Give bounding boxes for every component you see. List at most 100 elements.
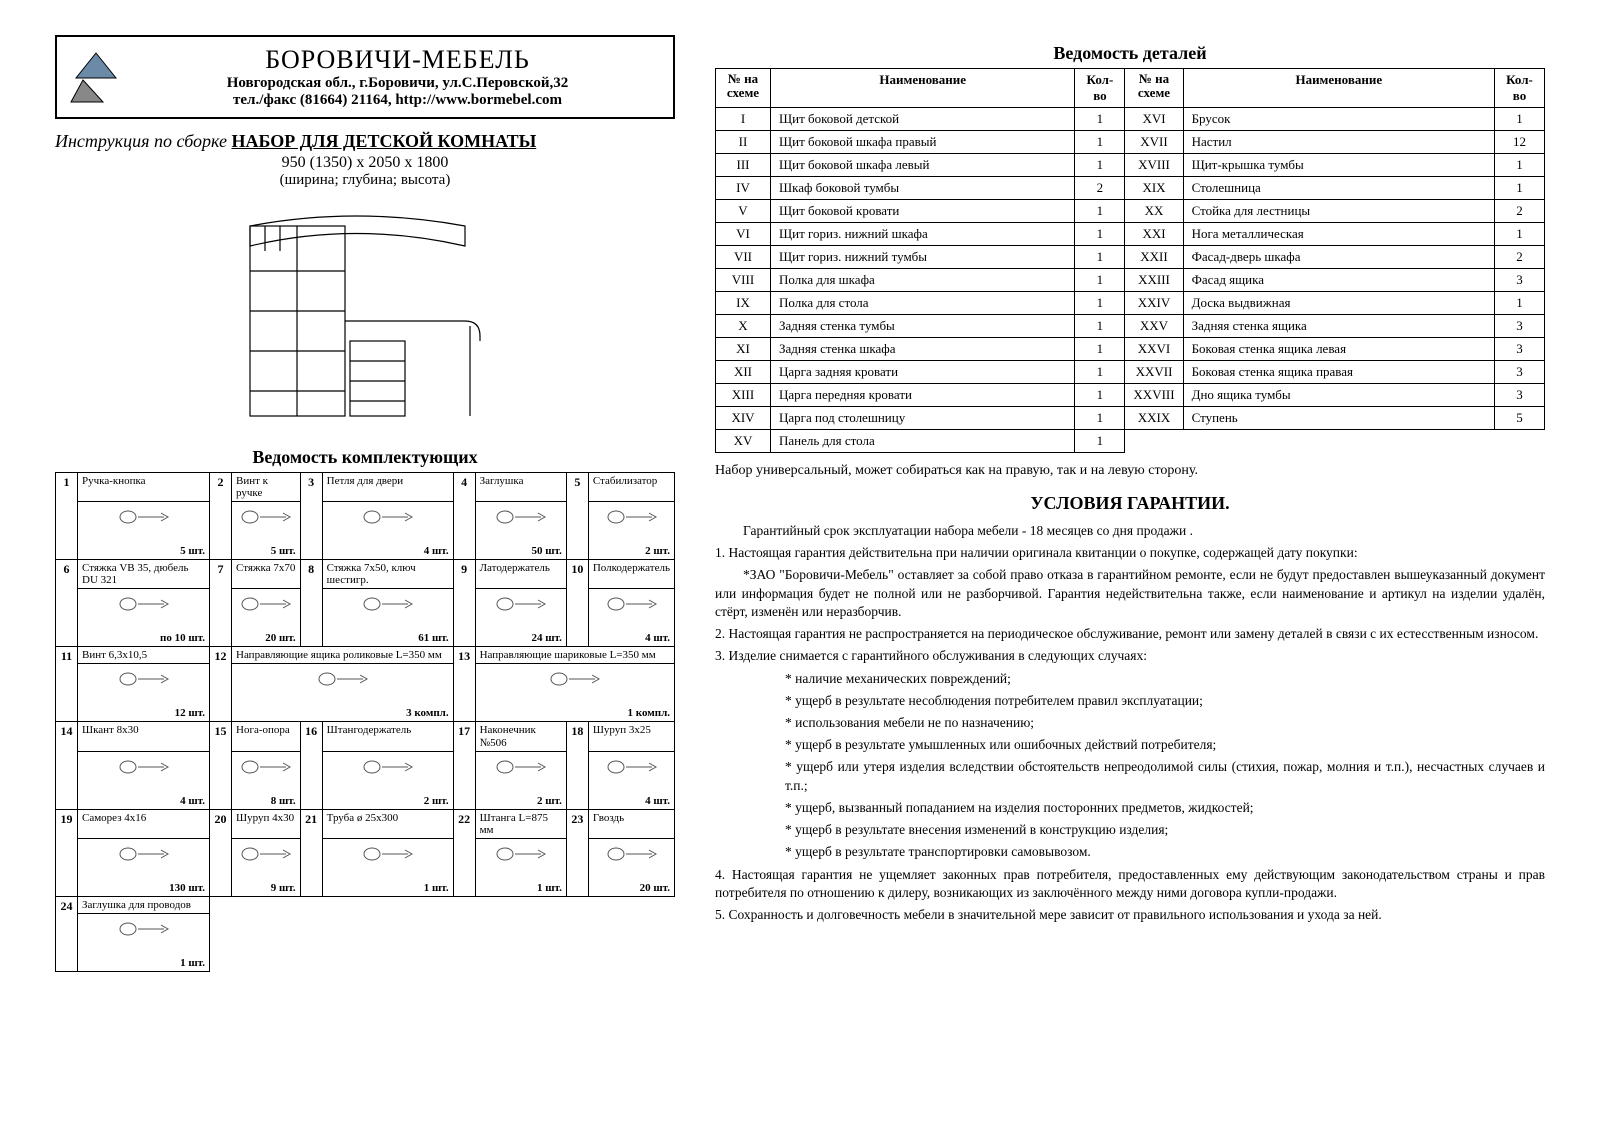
detail-name: Щит гориз. нижний тумбы	[771, 246, 1075, 269]
col-name2: Наименование	[1183, 69, 1494, 108]
detail-name: Царга передняя кровати	[771, 384, 1075, 407]
detail-num: XXII	[1125, 246, 1183, 269]
detail-num: XXVIII	[1125, 384, 1183, 407]
hw-name: Винт 6,3x10,5	[78, 647, 210, 664]
warranty-para: * ущерб или утеря изделия вследствии обс…	[715, 758, 1545, 794]
detail-name: Дно ящика тумбы	[1183, 384, 1494, 407]
detail-qty: 2	[1495, 246, 1545, 269]
hw-cell: 2 шт.	[322, 751, 453, 809]
hw-cell: 2 шт.	[588, 502, 674, 560]
detail-qty: 3	[1495, 384, 1545, 407]
details-title: Ведомость деталей	[715, 43, 1545, 64]
detail-name: Полка для стола	[771, 292, 1075, 315]
hw-num: 12	[210, 647, 232, 722]
warranty-para: 3. Изделие снимается с гарантийного обсл…	[715, 647, 1545, 665]
detail-name: Ступень	[1183, 407, 1494, 430]
warranty-para: * ущерб в результате внесения изменений …	[715, 821, 1545, 839]
hw-num: 19	[56, 809, 78, 896]
detail-qty: 1	[1075, 315, 1125, 338]
detail-name: Фасад ящика	[1183, 269, 1494, 292]
details-table: № на схеме Наименование Кол-во № на схем…	[715, 68, 1545, 453]
detail-name: Задняя стенка тумбы	[771, 315, 1075, 338]
hw-num: 6	[56, 560, 78, 647]
detail-name: Щит боковой шкафа правый	[771, 131, 1075, 154]
detail-num: VII	[716, 246, 771, 269]
detail-num: XXIX	[1125, 407, 1183, 430]
dimensions-note: (ширина; глубина; высота)	[55, 172, 675, 189]
hw-name: Гвоздь	[588, 809, 674, 838]
hw-cell: 1 шт.	[322, 838, 453, 896]
hw-num: 24	[56, 896, 78, 971]
detail-qty: 3	[1495, 315, 1545, 338]
detail-name: Щит боковой шкафа левый	[771, 154, 1075, 177]
detail-qty: 1	[1495, 177, 1545, 200]
hw-cell: 2 шт.	[475, 751, 566, 809]
hw-cell: по 10 шт.	[78, 589, 210, 647]
detail-name: Настил	[1183, 131, 1494, 154]
detail-qty: 3	[1495, 269, 1545, 292]
detail-qty: 1	[1075, 246, 1125, 269]
hw-num: 10	[566, 560, 588, 647]
hw-cell: 130 шт.	[78, 838, 210, 896]
detail-num: XXIII	[1125, 269, 1183, 292]
hw-num: 8	[300, 560, 322, 647]
detail-num: IV	[716, 177, 771, 200]
hw-name: Труба ø 25x300	[322, 809, 453, 838]
hw-num: 14	[56, 722, 78, 809]
instruction-prefix: Инструкция по сборке	[55, 131, 231, 151]
detail-qty: 1	[1075, 384, 1125, 407]
detail-num: XX	[1125, 200, 1183, 223]
detail-name: Щит боковой кровати	[771, 200, 1075, 223]
detail-qty: 2	[1495, 200, 1545, 223]
detail-name: Боковая стенка ящика левая	[1183, 338, 1494, 361]
detail-qty: 1	[1495, 292, 1545, 315]
hw-name: Штанга L=875 мм	[475, 809, 566, 838]
hw-num: 2	[210, 473, 232, 560]
detail-name: Задняя стенка ящика	[1183, 315, 1494, 338]
hw-num: 15	[210, 722, 232, 809]
hw-name: Латодержатель	[475, 560, 566, 589]
warranty-para: * использования мебели не по назначению;	[715, 714, 1545, 732]
detail-qty: 3	[1495, 361, 1545, 384]
hw-name: Наконечник №506	[475, 722, 566, 751]
warranty-para: * ущерб, вызванный попаданием на изделия…	[715, 799, 1545, 817]
hw-cell: 3 компл.	[232, 664, 454, 722]
hw-cell: 12 шт.	[78, 664, 210, 722]
col-num2: № на схеме	[1125, 69, 1183, 108]
warranty-para: * ущерб в результате умышленных или ошиб…	[715, 736, 1545, 754]
hw-cell: 4 шт.	[322, 502, 453, 560]
warranty-para: 4. Настоящая гарантия не ущемляет законн…	[715, 866, 1545, 902]
warranty-para: 2. Настоящая гарантия не распространяетс…	[715, 625, 1545, 643]
detail-num: VI	[716, 223, 771, 246]
detail-qty: 1	[1075, 200, 1125, 223]
hw-cell: 61 шт.	[322, 589, 453, 647]
detail-num: XV	[716, 430, 771, 453]
hw-name: Стяжка 7x70	[232, 560, 301, 589]
detail-name: Брусок	[1183, 108, 1494, 131]
col-qty: Кол-во	[1075, 69, 1125, 108]
detail-qty: 1	[1075, 223, 1125, 246]
hw-num: 7	[210, 560, 232, 647]
hw-name: Винт к ручке	[232, 473, 301, 502]
hw-cell: 8 шт.	[232, 751, 301, 809]
company-name: БОРОВИЧИ-МЕБЕЛЬ	[134, 45, 661, 75]
detail-name: Царга задняя кровати	[771, 361, 1075, 384]
hw-cell: 24 шт.	[475, 589, 566, 647]
hw-name: Ручка-кнопка	[78, 473, 210, 502]
col-qty2: Кол-во	[1495, 69, 1545, 108]
warranty-para: * наличие механических повреждений;	[715, 670, 1545, 688]
hw-cell: 4 шт.	[588, 589, 674, 647]
hw-name: Шкант 8x30	[78, 722, 210, 751]
detail-qty: 1	[1075, 108, 1125, 131]
hw-num: 22	[453, 809, 475, 896]
detail-num: II	[716, 131, 771, 154]
hw-num: 23	[566, 809, 588, 896]
hw-name: Штангодержатель	[322, 722, 453, 751]
hw-name: Полкодержатель	[588, 560, 674, 589]
detail-qty: 12	[1495, 131, 1545, 154]
company-contact: тел./факс (81664) 21164, http://www.borm…	[134, 92, 661, 109]
warranty-body: Гарантийный срок эксплуатации набора меб…	[715, 522, 1545, 924]
detail-num: XIX	[1125, 177, 1183, 200]
hw-num: 3	[300, 473, 322, 560]
hw-name: Шуруп 4x30	[232, 809, 301, 838]
